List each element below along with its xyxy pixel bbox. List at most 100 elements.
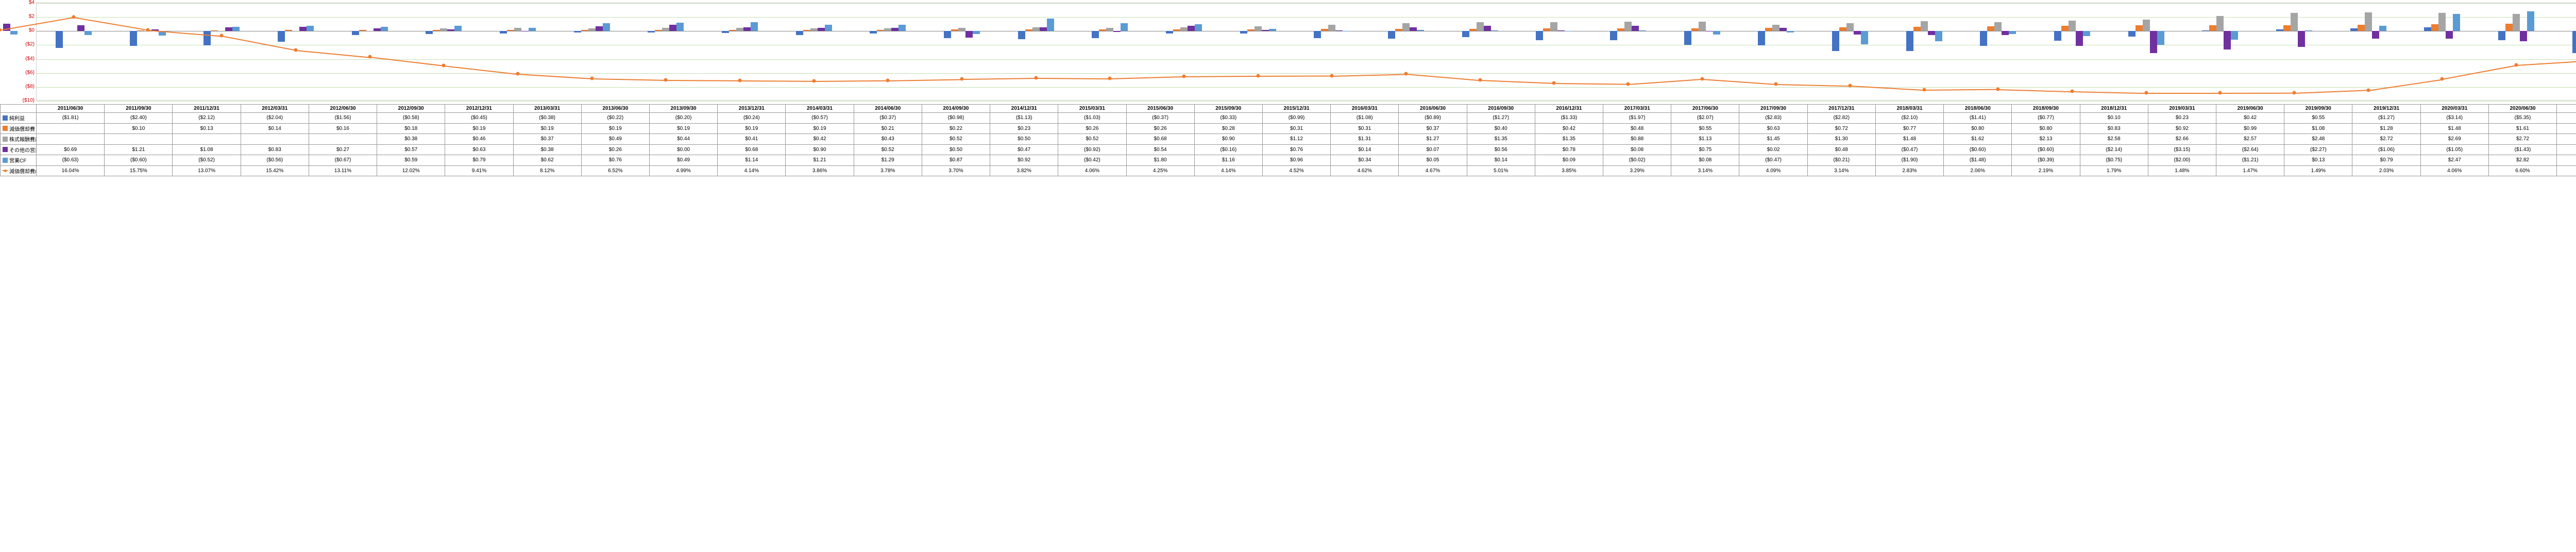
data-cell: 7.45% [2557,165,2576,176]
bar-op_cf [1639,30,1646,31]
data-cell: $0.37 [513,134,581,145]
bar-other_ops [1113,31,1121,32]
data-cell: $1.48 [2420,123,2488,134]
line-segment [666,80,740,81]
data-cell: $0.19 [718,123,786,134]
period-header: 2016/03/31 [1331,105,1399,113]
data-cell: 6.52% [581,165,649,176]
data-cell: ($0.22) [581,113,649,124]
data-cell: $0.75 [1671,144,1739,155]
bar-depreciation [211,30,218,31]
data-cell: $0.37 [1399,123,1467,134]
bar-other_ops [447,29,454,31]
y-left-tick: $2 [29,14,35,20]
data-cell: ($0.98) [922,113,990,124]
period-header: 2017/03/31 [1603,105,1671,113]
data-cell: $0.34 [1331,155,1399,166]
line-segment [1554,83,1628,85]
line-segment [1776,84,1850,87]
data-cell: 3.14% [1807,165,1875,176]
bar-net_income [1388,31,1395,39]
data-cell: ($6.84) [2557,113,2576,124]
bar-other_ops [1410,27,1417,31]
data-cell: 4.06% [2420,165,2488,176]
bar-depreciation [1913,27,1921,31]
bar-net_income [2276,29,2283,31]
bar-stock_comp [1699,22,1706,31]
period-header: 2019/03/31 [2148,105,2216,113]
data-cell: $1.08 [2284,123,2352,134]
bar-other_ops [1928,31,1935,35]
bar-op_cf [1491,30,1498,31]
data-cell: $0.50 [990,134,1058,145]
data-cell: 3.82% [990,165,1058,176]
bar-depreciation [1617,28,1624,31]
data-cell: ($1.06) [2352,144,2420,155]
data-cell: $0.90 [1194,134,1262,145]
data-cell: $0.87 [922,155,990,166]
bar-stock_comp [2216,16,2224,31]
data-cell: ($0.33) [1194,113,1262,124]
bar-op_cf [529,28,536,31]
data-cell: $0.19 [786,123,854,134]
bar-depreciation [359,30,366,31]
bar-stock_comp [1550,22,1557,31]
data-cell: ($0.52) [173,155,241,166]
data-cell: ($1.41) [1944,113,2012,124]
data-cell: $0.63 [445,144,513,155]
bar-depreciation [1765,28,1772,31]
bar-other_ops [1484,26,1491,31]
bar-depreciation [2061,26,2069,31]
bar-other_ops [2224,31,2231,49]
bar-other_ops [2076,31,2083,46]
data-cell: $0.14 [1331,144,1399,155]
bar-depreciation [2358,25,2365,31]
data-cell: $0.49 [581,134,649,145]
bar-op_cf [2527,11,2534,31]
data-cell: 4.06% [1058,165,1126,176]
data-cell: ($0.75) [2080,155,2148,166]
bar-other_ops [77,25,84,31]
data-cell: $0.19 [649,123,717,134]
bar-net_income [1980,31,1987,46]
data-cell: $0.42 [2216,113,2284,124]
data-cell: $2.69 [2420,134,2488,145]
bar-other_ops [1262,30,1269,31]
data-cell: 9.41% [445,165,513,176]
data-cell: $0.68 [718,144,786,155]
y-left-tick: ($8) [25,83,35,89]
data-cell: ($0.42) [1058,155,1126,166]
bar-op_cf [899,25,906,31]
period-header: 2015/06/30 [1126,105,1194,113]
data-cell: $1.21 [786,155,854,166]
data-cell: ($1.48) [1944,155,2012,166]
bar-other_ops [818,28,825,31]
data-cell: $0.22 [922,123,990,134]
data-cell: $0.48 [1807,144,1875,155]
legend-swatch [3,137,8,142]
data-cell: ($2.04) [241,113,309,124]
data-cell: $0.68 [1126,134,1194,145]
data-cell: $2.66 [2148,134,2216,145]
corner-cell [1,105,37,113]
data-cell: 4.52% [1262,165,1330,176]
data-cell: $0.41 [718,134,786,145]
chart-container: $4$2$0($2)($4)($6)($8)($10) 18.00%16.00%… [0,0,2576,103]
data-cell: ($0.57) [786,113,854,124]
data-cell: ($1.13) [990,113,1058,124]
period-header: 2018/06/30 [1944,105,2012,113]
data-cell: ($1.81) [37,113,105,124]
data-cell: $0.14 [241,123,309,134]
data-cell: ($0.02) [1603,155,1671,166]
bar-op_cf [1121,23,1128,31]
data-cell: 3.70% [922,165,990,176]
data-cell: 1.47% [2216,165,2284,176]
bar-net_income [1166,31,1173,34]
data-cell: ($1.97) [1603,113,1671,124]
data-cell [105,134,173,145]
data-cell: 1.79% [2080,165,2148,176]
line-segment [2072,91,2146,94]
bar-depreciation [2283,25,2291,31]
line-segment [1998,89,2072,92]
period-header: 2012/03/31 [241,105,309,113]
